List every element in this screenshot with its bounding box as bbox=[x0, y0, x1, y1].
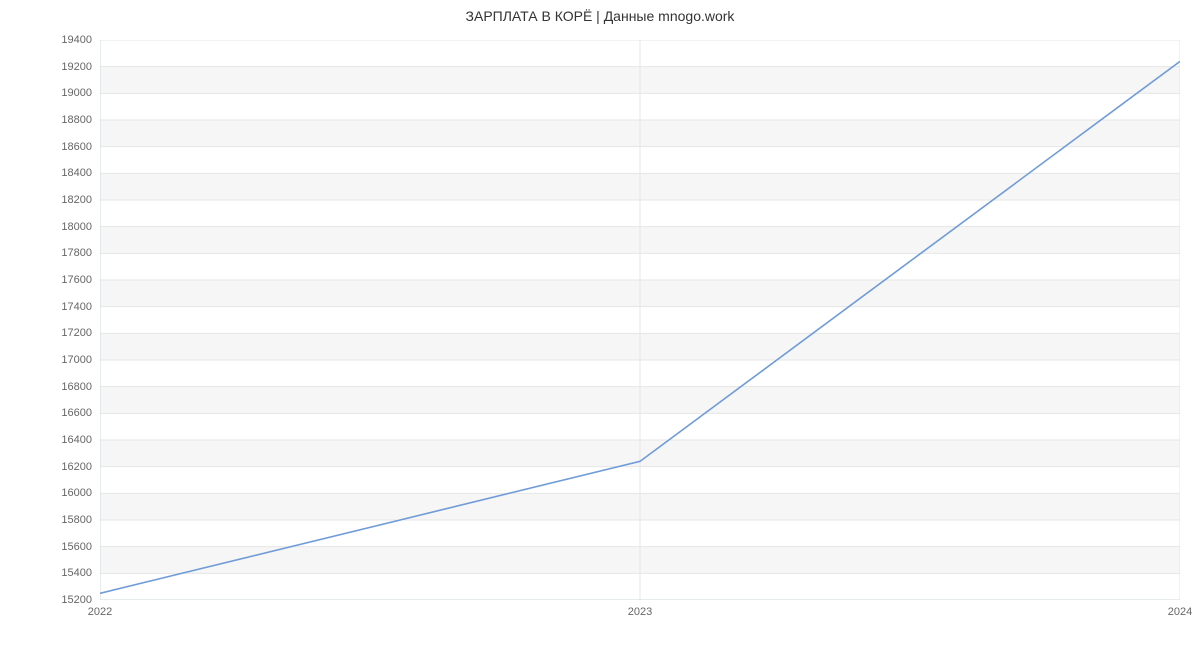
y-tick-label: 16400 bbox=[61, 434, 100, 446]
y-tick-label: 18600 bbox=[61, 141, 100, 153]
x-tick-label: 2023 bbox=[628, 600, 652, 618]
y-tick-label: 19400 bbox=[61, 34, 100, 46]
y-tick-label: 15400 bbox=[61, 567, 100, 579]
y-tick-label: 18200 bbox=[61, 194, 100, 206]
y-tick-label: 18400 bbox=[61, 167, 100, 179]
y-tick-label: 17400 bbox=[61, 301, 100, 313]
y-tick-label: 18000 bbox=[61, 221, 100, 233]
y-tick-label: 16200 bbox=[61, 461, 100, 473]
y-tick-label: 16800 bbox=[61, 381, 100, 393]
y-tick-label: 19000 bbox=[61, 87, 100, 99]
chart-svg bbox=[100, 40, 1180, 600]
y-tick-label: 17000 bbox=[61, 354, 100, 366]
chart-container: ЗАРПЛАТА В КОРЁ | Данные mnogo.work 1520… bbox=[0, 0, 1200, 650]
y-tick-label: 17800 bbox=[61, 247, 100, 259]
y-tick-label: 17600 bbox=[61, 274, 100, 286]
y-tick-label: 16600 bbox=[61, 407, 100, 419]
y-tick-label: 15800 bbox=[61, 514, 100, 526]
y-tick-label: 15600 bbox=[61, 541, 100, 553]
x-tick-label: 2024 bbox=[1168, 600, 1192, 618]
y-tick-label: 17200 bbox=[61, 327, 100, 339]
x-tick-label: 2022 bbox=[88, 600, 112, 618]
y-tick-label: 18800 bbox=[61, 114, 100, 126]
y-tick-label: 19200 bbox=[61, 61, 100, 73]
plot-area: 1520015400156001580016000162001640016600… bbox=[100, 40, 1180, 600]
y-tick-label: 16000 bbox=[61, 487, 100, 499]
chart-title: ЗАРПЛАТА В КОРЁ | Данные mnogo.work bbox=[0, 8, 1200, 24]
